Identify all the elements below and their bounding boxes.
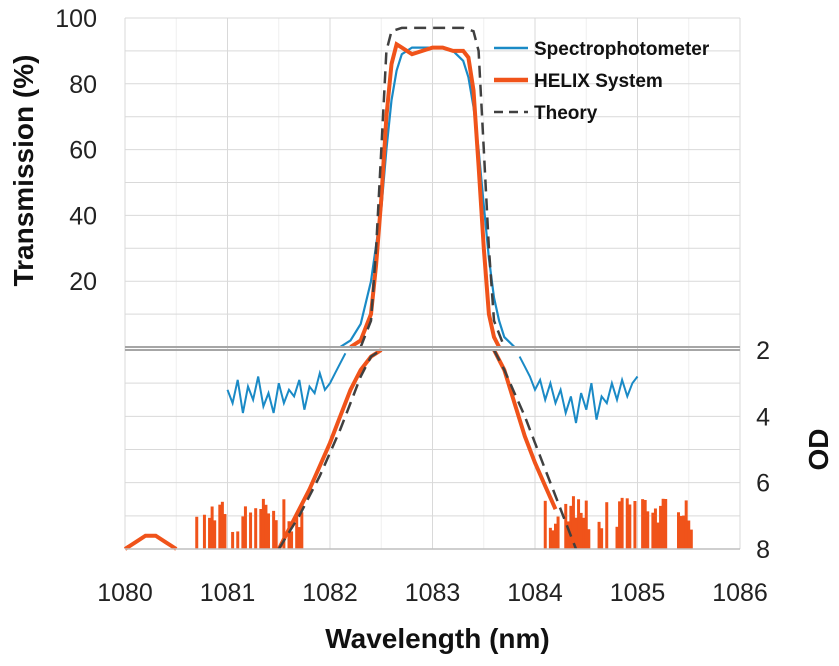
legend-label-theory: Theory	[534, 103, 598, 124]
upper-y-tick-label-3: 80	[69, 71, 97, 99]
x-axis-title: Wavelength (nm)	[325, 623, 550, 654]
upper-y-tick-label-0: 20	[69, 268, 97, 296]
lower-y-tick-label-2: 6	[756, 470, 770, 498]
x-tick-label-1: 1081	[200, 579, 256, 607]
theory-od-right-line	[492, 349, 578, 550]
legend: Spectrophotometer HELIX System Theory	[494, 39, 710, 124]
x-tick-label-6: 1086	[712, 579, 768, 607]
x-tick-label-3: 1083	[405, 579, 461, 607]
axis-layer: 1080 1081 1082 1083 1084 1085 1086 20 40 60 80 100 2…	[8, 5, 834, 654]
lower-y-tick-label-3: 8	[756, 536, 770, 564]
helix-od-right-slope-line	[492, 349, 558, 511]
theory-od-left-line	[277, 348, 382, 550]
upper-y-tick-label-4: 100	[55, 5, 97, 33]
legend-label-helix: HELIX System	[534, 71, 663, 92]
spectrophotometer-od-left-line	[226, 352, 347, 414]
lower-y-axis-title: OD	[803, 429, 834, 471]
grid-layer	[124, 17, 741, 550]
x-tick-label-2: 1082	[302, 579, 358, 607]
helix-od-noise-spikes	[195, 496, 693, 549]
legend-label-spectrophotometer: Spectrophotometer	[534, 39, 710, 60]
helix-od-left-slope-line	[277, 348, 383, 550]
x-tick-label-0: 1080	[97, 579, 153, 607]
upper-y-tick-label-1: 40	[69, 202, 97, 230]
helix-transmission-line	[349, 41, 501, 349]
spectrophotometer-od-right-line	[518, 356, 639, 424]
theory-transmission-line	[359, 26, 506, 348]
helix-od-left-bump-line	[123, 533, 178, 551]
lower-y-tick-label-0: 2	[756, 337, 770, 365]
lower-y-tick-label-1: 4	[756, 403, 770, 431]
series-layer	[123, 26, 693, 551]
upper-y-axis-title: Transmission (%)	[8, 55, 39, 287]
x-tick-label-4: 1084	[507, 579, 563, 607]
upper-y-tick-label-2: 60	[69, 137, 97, 165]
x-tick-label-5: 1085	[610, 579, 666, 607]
